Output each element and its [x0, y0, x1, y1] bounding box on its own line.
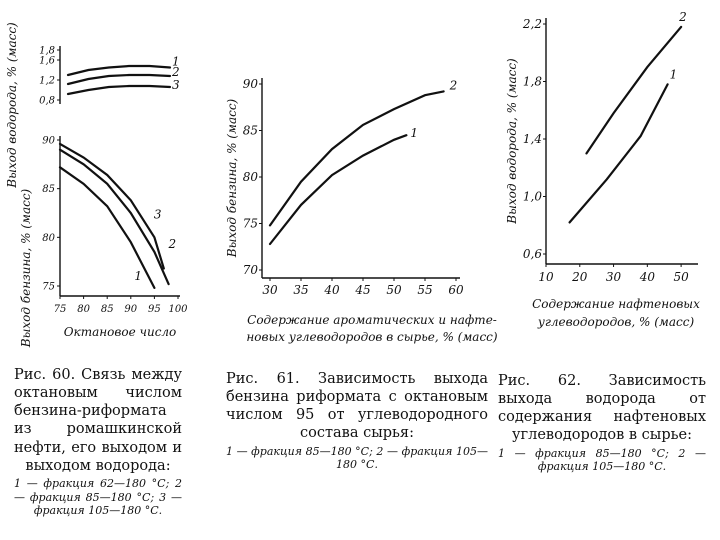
fig60-x-tick-label: 100 — [168, 304, 188, 315]
caption-fig60-legend: 1 — фракция 62—180 °С; 2 — фракция 85—18… — [14, 476, 182, 518]
caption-fig61-title: Рис. 61. Зависимость выхода бензина рифо… — [226, 371, 488, 442]
fig61-x-tick-label: 45 — [354, 283, 370, 297]
fig62-series-2-line — [585, 25, 683, 155]
fig60-h2-series-3-line — [66, 84, 172, 96]
fig62-x-tick-label: 30 — [606, 270, 622, 284]
fig60-yield-series-1-line — [58, 166, 156, 289]
fig62-y-tick-label: 0,6 — [523, 247, 542, 261]
fig62-y-axis-label: Выход водорода, % (масс) — [505, 58, 519, 225]
fig60-h2-y-tick-label: 1,6 — [39, 56, 56, 67]
fig60-h2-y-tick-label: 0,8 — [39, 96, 55, 107]
fig61-x-tick-label: 55 — [417, 283, 432, 297]
fig62-y-tick-label: 2,2 — [522, 17, 542, 31]
fig60-y-tick-label: 80 — [42, 233, 55, 244]
fig60-x-tick-label: 75 — [54, 304, 67, 315]
fig61-x-tick-label: 60 — [448, 283, 464, 297]
fig61-y-tick-label: 70 — [243, 263, 259, 277]
fig61-series-2-label: 2 — [449, 78, 458, 92]
fig60-x-tick-label: 90 — [124, 304, 137, 315]
fig60-h2-series-2-line — [66, 73, 172, 86]
fig60-h2-y-axis-label: Выход водорода, % (масс) — [5, 22, 19, 189]
fig60-y-axis-label: Выход бензина, % (масс) — [19, 188, 33, 348]
fig61-y-tick-label: 75 — [243, 217, 258, 231]
fig62-x-tick-label: 50 — [673, 270, 689, 284]
fig60-yield-series-1-label: 1 — [134, 269, 142, 283]
fig60-y-tick-label: 85 — [42, 184, 55, 195]
fig60-yield-series-2-label: 2 — [168, 237, 177, 251]
fig61-x-axis-label: Содержание ароматических и нафте-новых у… — [246, 313, 497, 344]
fig62-series-2-label: 2 — [678, 10, 687, 24]
fig61-x-tick-label: 30 — [262, 283, 278, 297]
caption-fig62-title: Рис. 62. Зависимость выхода водорода от … — [498, 373, 706, 444]
fig60-h2-series-1-label: 1 — [172, 55, 180, 69]
fig61-y-axis-label: Выход бензина, % (масс) — [225, 98, 239, 258]
fig61-series-1-line — [268, 134, 408, 246]
fig62-x-tick-label: 40 — [639, 270, 656, 284]
caption-fig60: Рис. 60. Связь между октановым числом бе… — [14, 366, 182, 518]
fig60-h2-y-tick-label: 1,8 — [39, 46, 55, 57]
fig60-h2-series-2-label: 2 — [171, 65, 180, 79]
fig62-x-axis-label: Содержание нафтеновых углеводородов, % (м… — [532, 297, 700, 329]
fig62-y-tick-label: 1,4 — [523, 132, 542, 146]
fig62-y-tick-label: 1,0 — [523, 190, 542, 204]
fig60-y-tick-label: 75 — [42, 282, 55, 293]
fig60-h2-series-1-line — [66, 64, 172, 77]
fig60-h2-series-3-label: 3 — [172, 78, 180, 92]
caption-fig61-legend: 1 — фракция 85—180 °С; 2 — фракция 105—1… — [226, 444, 488, 472]
fig61-y-tick-label: 85 — [243, 124, 258, 138]
fig60-y-tick-label: 90 — [42, 136, 55, 147]
fig61-series-1-label: 1 — [410, 126, 418, 140]
fig62-series-1-line — [568, 83, 669, 224]
caption-fig62: Рис. 62. Зависимость выхода водорода от … — [498, 372, 706, 474]
fig60-x-axis-label: Октановое число — [64, 325, 177, 339]
fig61-y-tick-label: 80 — [243, 170, 259, 184]
fig62-x-axis-label-line: углеводородов, % (масс) — [537, 315, 695, 329]
fig61-x-axis-label-line: Содержание ароматических и нафте- — [247, 313, 497, 327]
fig62-series-1-label: 1 — [670, 67, 678, 81]
fig61-x-tick-label: 50 — [386, 283, 402, 297]
fig60-yield-series-3-label: 3 — [154, 207, 162, 221]
fig62-x-axis-label-line: Содержание нафтеновых — [532, 297, 700, 311]
caption-fig61: Рис. 61. Зависимость выхода бензина рифо… — [226, 370, 488, 472]
fig61-y-tick-label: 90 — [243, 77, 259, 91]
caption-fig62-legend: 1 — фракция 85—180 °С; 2 — фракция 105—1… — [498, 446, 706, 474]
fig60-x-tick-label: 80 — [77, 304, 90, 315]
fig62-y-tick-label: 1,8 — [523, 75, 542, 89]
fig60-h2-y-tick-label: 1,2 — [39, 76, 55, 87]
fig61-x-axis-label-line: новых углеводородов в сырье, % (масс) — [246, 330, 497, 344]
caption-fig60-title: Рис. 60. Связь между октановым числом бе… — [14, 367, 182, 474]
fig62-x-tick-label: 10 — [538, 270, 554, 284]
fig60-yield-series-3-line — [58, 142, 165, 270]
fig60-yield-series-2-line — [58, 148, 170, 286]
fig60-x-tick-label: 85 — [101, 304, 114, 315]
fig61-series-2-line — [268, 90, 445, 227]
fig60-x-tick-label: 95 — [148, 304, 161, 315]
fig61-x-tick-label: 35 — [293, 283, 308, 297]
fig61-x-tick-label: 40 — [323, 283, 340, 297]
fig62-x-tick-label: 20 — [571, 270, 588, 284]
